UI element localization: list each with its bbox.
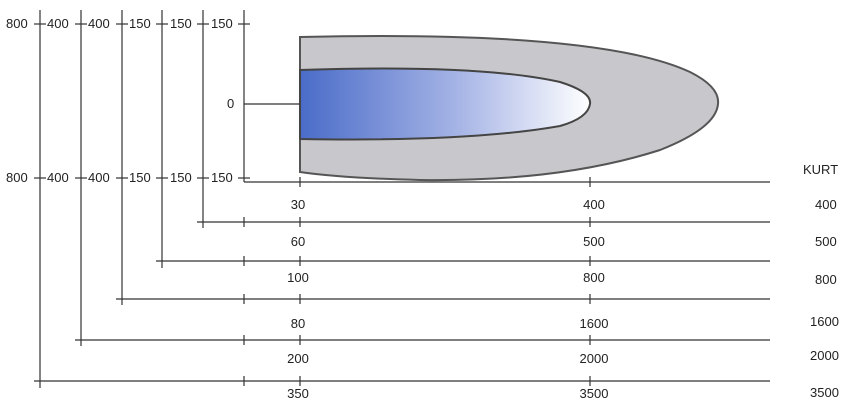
row-6-near: 350 bbox=[287, 386, 309, 401]
top-label-1: 800 bbox=[6, 16, 28, 31]
row-1-far: 400 bbox=[583, 197, 605, 212]
row-2-kurt: 500 bbox=[815, 234, 837, 249]
row-3-near: 100 bbox=[287, 270, 309, 285]
top-label-2: 400 bbox=[47, 16, 69, 31]
mid-label-5: 150 bbox=[170, 170, 192, 185]
top-label-5: 150 bbox=[170, 16, 192, 31]
mid-label-2: 400 bbox=[47, 170, 69, 185]
row-3-kurt: 800 bbox=[815, 272, 837, 287]
mid-label-6: 150 bbox=[211, 170, 233, 185]
top-label-4: 150 bbox=[129, 16, 151, 31]
ticks bbox=[243, 177, 591, 386]
row-5-far: 2000 bbox=[579, 351, 609, 366]
row-4-kurt: 1600 bbox=[810, 314, 839, 329]
row-5-kurt: 2000 bbox=[810, 348, 839, 363]
row-3-far: 800 bbox=[583, 270, 605, 285]
label-dashes bbox=[34, 23, 250, 179]
top-label-6: 150 bbox=[211, 16, 233, 31]
row-6-far: 3500 bbox=[579, 386, 609, 401]
top-label-3: 400 bbox=[88, 16, 110, 31]
row-2-far: 500 bbox=[583, 234, 605, 249]
mid-label-4: 150 bbox=[129, 170, 151, 185]
center-zero-label: 0 bbox=[227, 96, 235, 111]
row-4-far: 1600 bbox=[579, 316, 609, 331]
mid-label-3: 400 bbox=[88, 170, 110, 185]
mid-label-1: 800 bbox=[6, 170, 28, 185]
row-4-near: 80 bbox=[290, 316, 306, 331]
row-5-near: 200 bbox=[287, 351, 309, 366]
inner-beam-shape bbox=[299, 67, 592, 141]
kurt-header: KURT bbox=[803, 162, 839, 177]
row-1-near: 30 bbox=[290, 197, 306, 212]
row-2-near: 60 bbox=[290, 234, 306, 249]
row-1-kurt: 400 bbox=[815, 197, 837, 212]
row-6-kurt: 3500 bbox=[810, 385, 839, 400]
